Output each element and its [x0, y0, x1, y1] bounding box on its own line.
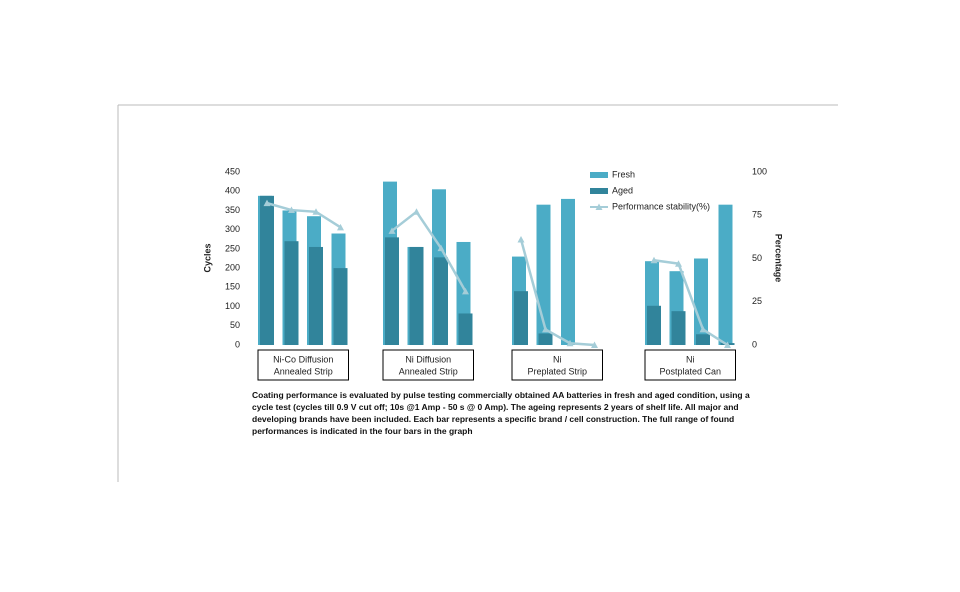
performance-marker: [542, 325, 549, 333]
y-tick-label: 350: [225, 205, 240, 215]
caption: Coating performance is evaluated by puls…: [252, 390, 750, 436]
bar-aged: [409, 246, 424, 345]
y-axis-label: Cycles: [202, 243, 212, 272]
performance-line: [653, 258, 729, 347]
legend-label: Fresh: [612, 169, 635, 179]
y-tick-label: 50: [230, 320, 240, 330]
performance-marker: [337, 223, 344, 231]
group-label: Ni: [553, 354, 562, 364]
y-tick-label: 200: [225, 262, 240, 272]
bar-fresh: [561, 198, 575, 345]
y2-tick-label: 25: [752, 296, 762, 306]
performance-marker: [413, 208, 420, 215]
performance-marker: [724, 341, 731, 348]
bar-aged: [696, 334, 710, 345]
group-box: [511, 349, 603, 381]
bar-aged: [260, 195, 274, 345]
legend-label: Aged: [612, 185, 633, 195]
y2-axis-label: Percentage: [774, 234, 784, 283]
group-label: Postplated Can: [659, 366, 721, 376]
group-label: Ni Diffusion: [405, 354, 451, 364]
bar-aged: [514, 291, 528, 345]
performance-marker: [517, 235, 525, 243]
performance-marker: [388, 227, 396, 234]
legend-label: Performance stability(%): [612, 201, 710, 211]
bar-aged: [671, 311, 686, 345]
bar-fresh: [694, 258, 708, 345]
performance-marker: [437, 244, 445, 252]
group-box: [257, 349, 349, 381]
bar-aged: [385, 237, 399, 345]
performance-marker: [699, 325, 707, 333]
y2-tick-label: 100: [752, 166, 767, 176]
performance-line: [519, 239, 595, 347]
y-tick-label: 250: [225, 243, 240, 253]
y2-tick-label: 75: [752, 210, 762, 220]
group-label: Annealed Strip: [274, 366, 333, 376]
bar-aged: [309, 246, 323, 345]
performance-marker: [566, 339, 574, 347]
performance-marker: [650, 256, 658, 264]
bar-fresh: [718, 204, 733, 345]
performance-marker: [312, 208, 320, 215]
performance-marker: [591, 341, 598, 348]
group-label: Preplated Strip: [527, 366, 587, 376]
performance-marker: [675, 260, 682, 267]
group-box: [382, 349, 474, 381]
legend-swatch: [590, 172, 608, 178]
bar-aged: [538, 333, 553, 345]
y-tick-label: 100: [225, 301, 240, 311]
performance-marker: [288, 206, 295, 214]
group-label: Ni: [686, 354, 695, 364]
y2-tick-label: 0: [752, 339, 757, 349]
bar-aged: [333, 268, 348, 345]
performance-marker: [462, 287, 469, 295]
group-box: [644, 349, 736, 381]
bar-aged: [647, 305, 661, 345]
bar-aged: [458, 313, 473, 345]
y2-tick-label: 50: [752, 253, 762, 263]
y-tick-label: 150: [225, 282, 240, 292]
y-tick-label: 300: [225, 224, 240, 234]
y-tick-label: 0: [235, 339, 240, 349]
bar-aged: [434, 257, 448, 345]
y-tick-label: 400: [225, 186, 240, 196]
legend-marker: [595, 203, 603, 210]
group-label: Annealed Strip: [399, 366, 458, 376]
group-label: Ni-Co Diffusion: [273, 354, 333, 364]
performance-line: [266, 201, 342, 229]
legend-swatch: [590, 188, 608, 194]
bar-aged: [284, 241, 299, 345]
y-tick-label: 450: [225, 166, 240, 176]
performance-marker: [263, 199, 271, 207]
performance-line: [391, 209, 467, 292]
